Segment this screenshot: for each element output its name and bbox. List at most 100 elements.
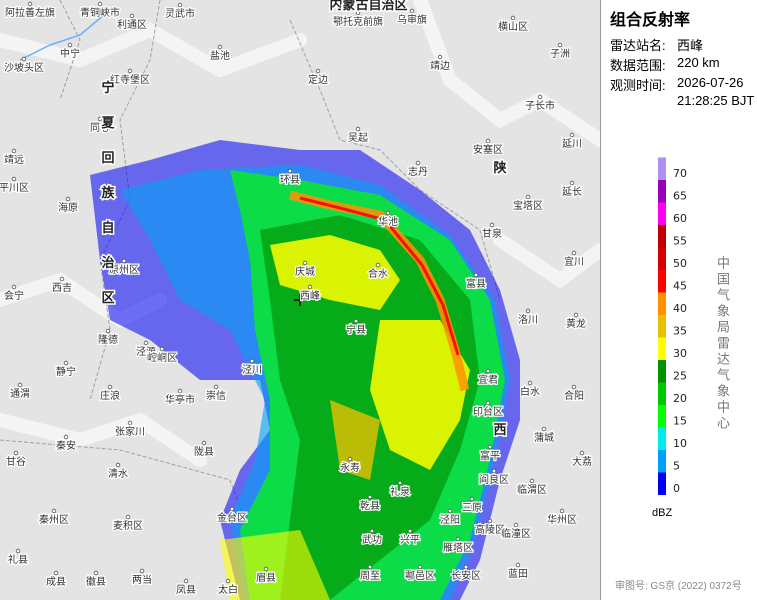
place-dot [159, 346, 165, 352]
place-label: 三原 [462, 502, 482, 514]
place-label: 崇信 [206, 390, 226, 402]
place-label: 华亭市 [165, 393, 195, 406]
radar-echo [330, 400, 380, 480]
place-label: 甘谷 [6, 455, 26, 468]
place-dot [541, 426, 547, 432]
place-dot [183, 578, 189, 584]
place-dot [127, 420, 133, 426]
place-dot [11, 176, 17, 182]
info-label: 数据范围: [610, 58, 666, 73]
place-dot [105, 328, 111, 334]
place-label: 靖边 [430, 59, 450, 72]
terrain-ridge [413, 0, 600, 147]
place-label: 会宁 [4, 289, 24, 302]
legend-label: 35 [673, 325, 687, 338]
place-label: 海原 [58, 201, 78, 214]
place-label: 成县 [46, 576, 66, 588]
legend-unit: dBZ [652, 507, 673, 519]
place-dot [469, 496, 475, 502]
place-label: 吴起 [348, 132, 368, 144]
place-dot [121, 258, 127, 264]
place-label: 泾川 [242, 363, 262, 376]
place-dot [487, 444, 493, 450]
place-label: 灵武市 [165, 7, 195, 20]
place-label: 印台区 [473, 405, 503, 418]
legend-label: 20 [673, 392, 687, 405]
place-label: 延川 [562, 138, 582, 150]
legend-label: 0 [673, 482, 680, 495]
color-legend: 0 5 10 15 20 25 30 35 40 45 50 55 60 65 70 [658, 157, 687, 495]
place-label: 甘泉 [482, 227, 502, 240]
place-dot [302, 260, 308, 266]
legend-label: 15 [673, 415, 687, 428]
legend-label: 10 [673, 437, 687, 450]
place-label: 富平 [480, 449, 500, 462]
place-label: 麦积区 [113, 520, 143, 532]
terrain-ridge [493, 233, 600, 289]
place-dot [27, 1, 33, 7]
place-label: 平川区 [0, 182, 29, 194]
place-dot [201, 440, 207, 446]
place-label: 徽县 [86, 575, 106, 588]
place-dot [65, 196, 71, 202]
place-dot [125, 514, 131, 520]
legend-label: 65 [673, 190, 687, 203]
legend-label: 70 [673, 167, 687, 180]
panel-title: 组合反射率 [610, 12, 691, 29]
place-label: 西吉 [52, 282, 72, 294]
place-label: 大荔 [572, 455, 592, 468]
info-panel: 组合反射率 雷达站名: 西峰 数据范围: 220 km 观测时间: 2026-0… [600, 0, 757, 600]
place-dot [407, 528, 413, 534]
place-dot [559, 508, 565, 514]
place-label: 洛川 [518, 313, 538, 326]
terrain-ridge [0, 412, 207, 467]
place-label: 同心 [90, 122, 110, 134]
place-dot [579, 450, 585, 456]
place-dot [527, 380, 533, 386]
place-dot [115, 462, 121, 468]
place-dot [249, 358, 255, 364]
place-dot [513, 522, 519, 528]
place-dot [369, 528, 375, 534]
place-dot [59, 276, 65, 282]
place-label: 阎良区 [479, 473, 509, 486]
place-label: 乌审旗 [397, 13, 427, 26]
place-label: 庆城 [295, 265, 315, 278]
radar-echo [370, 320, 470, 470]
place-dot [491, 468, 497, 474]
place-label: 临潼区 [501, 527, 531, 540]
place-label: 永寿 [340, 461, 360, 474]
place-label: 环县 [280, 174, 300, 186]
place-label: 华州区 [547, 513, 577, 526]
place-dot [573, 312, 579, 318]
place-label: 武功 [362, 533, 382, 546]
place-label: 秦州区 [39, 513, 69, 526]
legend-swatch [658, 270, 666, 293]
place-dot [11, 284, 17, 290]
place-label: 秦安 [56, 439, 76, 452]
place-label: 高陵区 [475, 523, 505, 536]
place-label: 子长市 [525, 99, 555, 112]
place-label: 礼泉 [390, 485, 410, 498]
place-dot [489, 222, 495, 228]
border-line [289, 19, 501, 301]
place-dot [375, 262, 381, 268]
place-dot [177, 2, 183, 8]
place-dot [353, 318, 359, 324]
place-dot [15, 548, 21, 554]
legend-label: 55 [673, 235, 687, 248]
place-label: 红寺堡区 [110, 73, 150, 86]
border-line [59, 0, 81, 101]
place-dot [11, 148, 17, 154]
place-label: 鄠邑区 [405, 570, 435, 582]
legend-swatch [658, 382, 666, 405]
place-dot [367, 564, 373, 570]
place-dot [569, 180, 575, 186]
legend-swatch [658, 405, 666, 428]
place-label: 阿拉善左旗 [5, 6, 55, 19]
place-dot [417, 564, 423, 570]
place-dot [13, 450, 19, 456]
place-dot [263, 566, 269, 572]
place-label: 通渭 [10, 388, 30, 400]
border-line [89, 0, 161, 401]
